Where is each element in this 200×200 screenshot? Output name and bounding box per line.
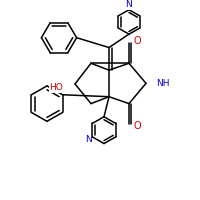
Text: O: O bbox=[133, 121, 141, 131]
Text: HO: HO bbox=[49, 83, 63, 92]
Text: N: N bbox=[126, 0, 132, 9]
Text: O: O bbox=[133, 36, 141, 46]
Text: N: N bbox=[85, 135, 92, 144]
Text: NH: NH bbox=[156, 79, 170, 88]
